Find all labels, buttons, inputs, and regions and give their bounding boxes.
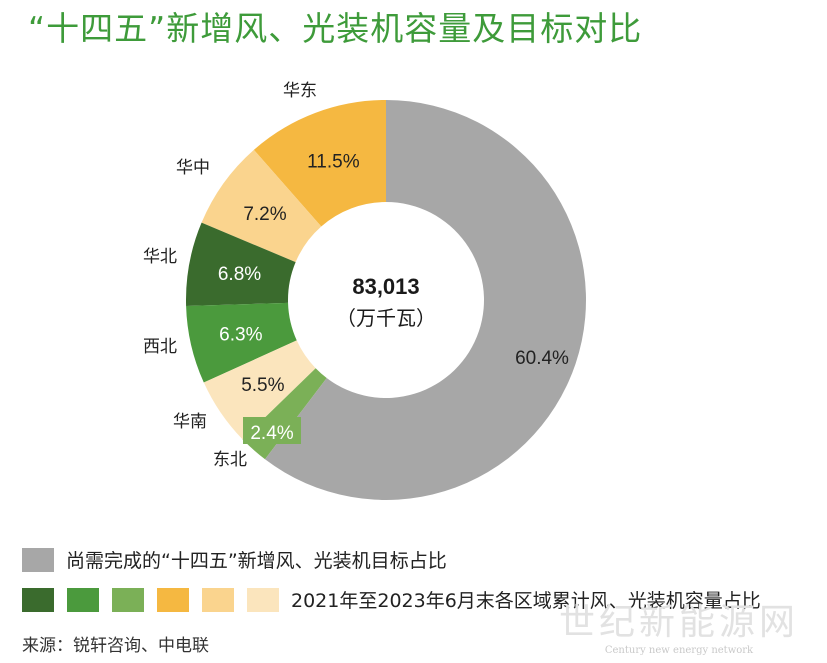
- legend-text-1: 尚需完成的“十四五”新增风、光装机目标占比: [66, 550, 447, 572]
- value-label-central: 7.2%: [243, 204, 286, 225]
- category-label-northwest: 西北: [143, 337, 177, 357]
- value-label-northwest: 6.3%: [219, 325, 262, 346]
- legend-swatch-east: [157, 587, 189, 612]
- slice-north: [185, 222, 296, 306]
- slice-east: [253, 100, 386, 227]
- value-label-north: 6.8%: [218, 264, 261, 285]
- source-note: 来源：锐轩咨询、中电联: [22, 636, 209, 656]
- legend-swatch-central: [202, 587, 234, 612]
- legend-swatch-northwest: [67, 587, 99, 612]
- legend-swatch-north: [22, 587, 54, 612]
- value-label-northeast: 2.4%: [250, 423, 293, 444]
- watermark-logo: 世纪新能源网 Century new energy network: [558, 602, 799, 657]
- labels-group: 11.5% 华东 7.2% 华中 6.8% 华北 6.3% 西北 5.5% 华南 2.4%东北 60.…: [143, 81, 569, 470]
- center-unit: （万千瓦）: [336, 306, 436, 330]
- center-total: 83,013: [352, 274, 419, 299]
- slice-central: [201, 149, 322, 263]
- slice-northwest: [186, 302, 297, 383]
- value-label-east: 11.5%: [307, 152, 360, 173]
- legend-row-2: 2021年至2023年6月末各区域累计风、光装机容量占比: [22, 586, 761, 613]
- category-label-central: 华中: [176, 158, 210, 178]
- value-label-south: 5.5%: [241, 375, 284, 396]
- legend-text-2: 2021年至2023年6月末各区域累计风、光装机容量占比: [291, 590, 761, 612]
- category-label-south: 华南: [173, 412, 207, 432]
- slice-south: [203, 340, 316, 440]
- value-label-remaining: 60.4%: [515, 348, 569, 369]
- slice-remaining: [265, 100, 586, 500]
- legend-swatch-remaining: [22, 547, 54, 572]
- chart-title: “十四五”新增风、光装机容量及目标对比: [28, 9, 643, 48]
- category-label-northeast: 东北: [213, 450, 247, 470]
- category-label-east: 华东: [283, 81, 317, 101]
- watermark-subtext: Century new energy network: [604, 645, 754, 656]
- value-label-bg-northeast: [243, 417, 301, 444]
- watermark-text: 世纪新能源网: [558, 602, 799, 643]
- legend-row-1: 尚需完成的“十四五”新增风、光装机目标占比: [22, 546, 447, 573]
- legend-swatch-south: [247, 587, 279, 612]
- legend-swatch-northeast: [112, 587, 144, 612]
- category-label-north: 华北: [143, 247, 177, 267]
